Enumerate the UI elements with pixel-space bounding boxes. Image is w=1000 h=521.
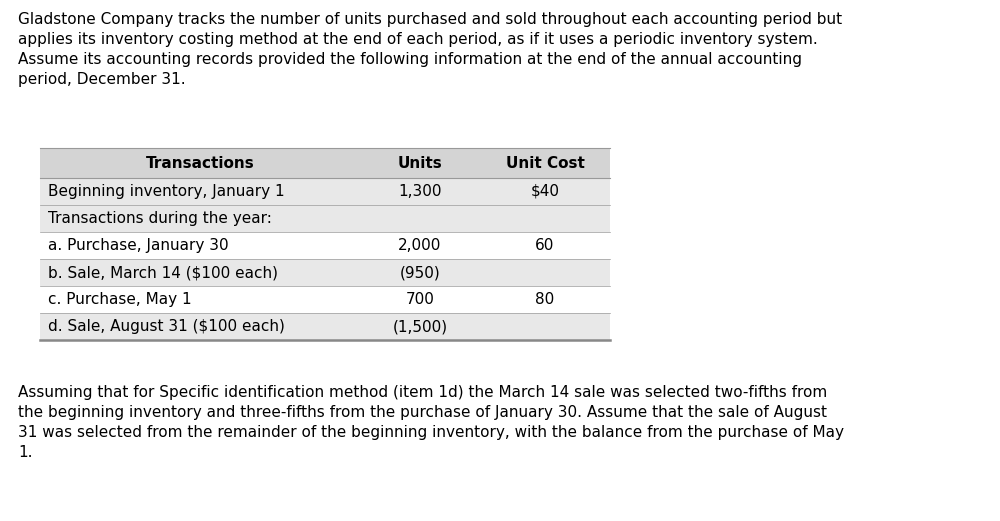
- Bar: [40, 286, 610, 313]
- Text: (1,500): (1,500): [392, 319, 448, 334]
- Text: a. Purchase, January 30: a. Purchase, January 30: [48, 238, 229, 253]
- Text: 80: 80: [535, 292, 555, 307]
- Text: Gladstone Company tracks the number of units purchased and sold throughout each : Gladstone Company tracks the number of u…: [18, 12, 842, 87]
- Text: b. Sale, March 14 ($100 each): b. Sale, March 14 ($100 each): [48, 265, 278, 280]
- Text: 2,000: 2,000: [398, 238, 442, 253]
- Bar: [40, 205, 610, 232]
- Bar: [40, 232, 610, 259]
- Text: 700: 700: [406, 292, 434, 307]
- Bar: [40, 148, 610, 178]
- Bar: [40, 178, 610, 205]
- Text: (950): (950): [400, 265, 440, 280]
- Text: Transactions: Transactions: [146, 155, 254, 170]
- Text: $40: $40: [530, 184, 560, 199]
- Bar: [40, 313, 610, 340]
- Text: Transactions during the year:: Transactions during the year:: [48, 211, 272, 226]
- Text: Units: Units: [398, 155, 442, 170]
- Text: Beginning inventory, January 1: Beginning inventory, January 1: [48, 184, 285, 199]
- Text: 60: 60: [535, 238, 555, 253]
- Text: Assuming that for Specific identification method (item 1d) the March 14 sale was: Assuming that for Specific identificatio…: [18, 385, 844, 460]
- Text: d. Sale, August 31 ($100 each): d. Sale, August 31 ($100 each): [48, 319, 285, 334]
- Text: 1,300: 1,300: [398, 184, 442, 199]
- Text: c. Purchase, May 1: c. Purchase, May 1: [48, 292, 192, 307]
- Bar: [40, 259, 610, 286]
- Text: Unit Cost: Unit Cost: [506, 155, 584, 170]
